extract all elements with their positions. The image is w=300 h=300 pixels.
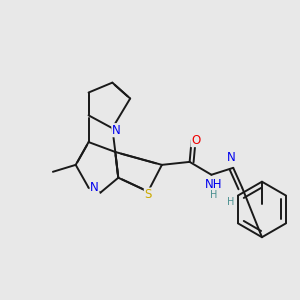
Text: H: H [226, 196, 234, 206]
Text: NH: NH [205, 178, 222, 191]
Text: H: H [210, 190, 217, 200]
Text: O: O [191, 134, 200, 147]
Text: S: S [144, 188, 152, 201]
Text: N: N [227, 152, 236, 164]
Text: N: N [112, 124, 121, 137]
Text: N: N [90, 181, 99, 194]
